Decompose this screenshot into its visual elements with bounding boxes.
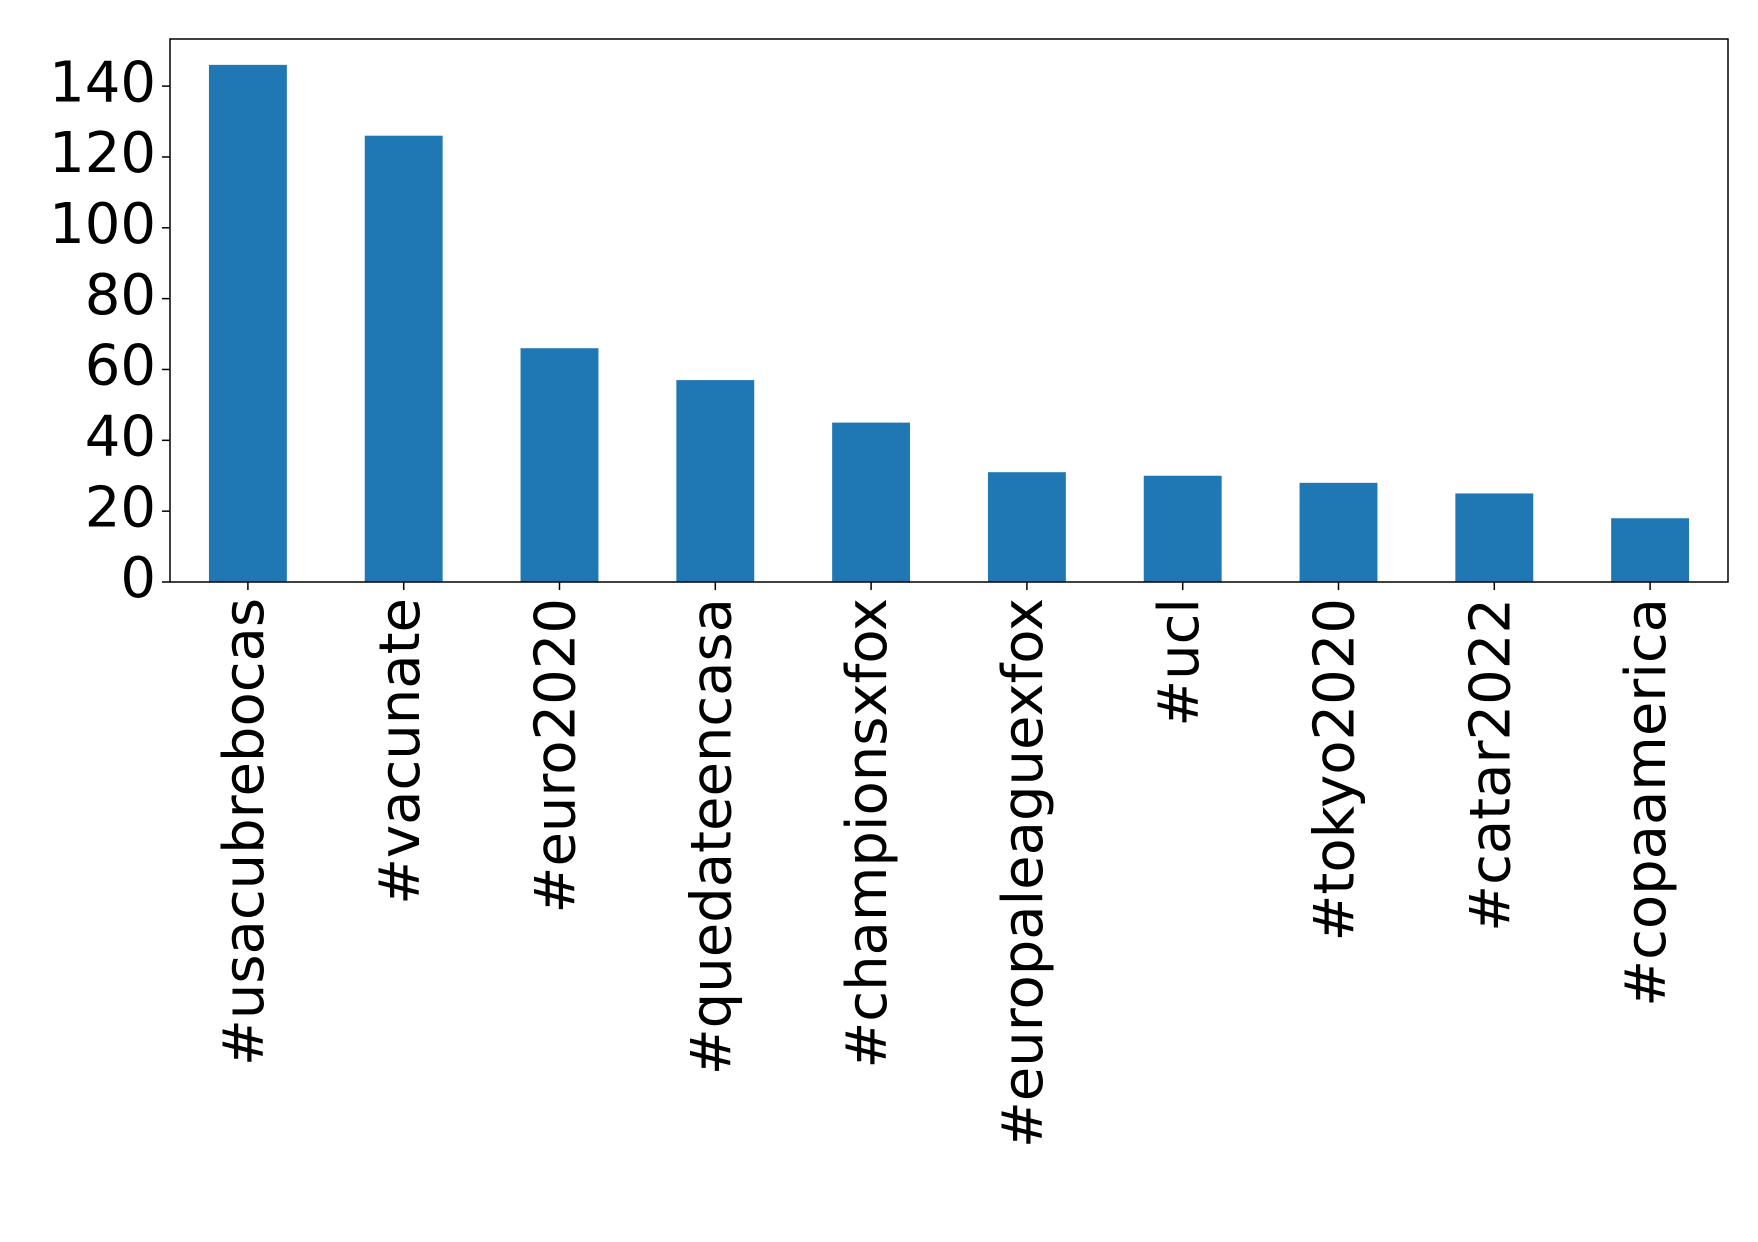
bar <box>1455 493 1534 582</box>
x-tick-label: #euro2020 <box>524 598 589 913</box>
bar <box>1143 475 1222 582</box>
plot-frame <box>169 38 1729 583</box>
bar <box>676 380 755 582</box>
y-tick-label: 100 <box>49 192 156 257</box>
bar <box>208 64 287 583</box>
x-tick-label: #usacubrebocas <box>212 598 277 1066</box>
x-tick-label: #tokyo2020 <box>1303 598 1368 942</box>
bar <box>1611 518 1690 582</box>
y-tick-label: 80 <box>85 263 156 328</box>
bar <box>364 135 443 583</box>
bar <box>987 472 1066 582</box>
x-tick-label: #championsxfox <box>835 598 900 1069</box>
x-tick-label: #vacunate <box>368 598 433 905</box>
bar <box>520 348 599 582</box>
y-tick-label: 60 <box>85 334 156 399</box>
bar <box>832 422 911 582</box>
x-tick-label: #copaamerica <box>1614 598 1679 1007</box>
y-tick-label: 120 <box>49 121 156 186</box>
x-tick-label: #europaleaguexfox <box>991 598 1056 1148</box>
x-tick-label: #catar2022 <box>1458 598 1523 932</box>
y-tick-label: 0 <box>120 546 156 611</box>
x-tick-label: #quedateencasa <box>679 598 744 1075</box>
y-tick-label: 140 <box>49 50 156 115</box>
x-tick-label: #ucl <box>1147 598 1212 727</box>
y-tick-label: 20 <box>85 475 156 540</box>
bar <box>1299 482 1378 582</box>
y-tick-label: 40 <box>85 404 156 469</box>
